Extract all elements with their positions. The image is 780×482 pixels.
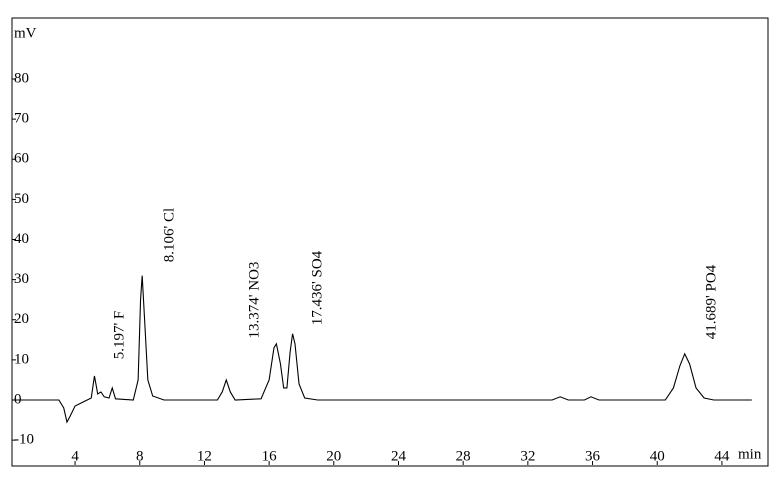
y-tick-label: 20 — [14, 311, 29, 327]
x-tick-label: 16 — [262, 448, 278, 464]
y-tick-label: 30 — [14, 271, 29, 287]
peak-label: 13.374' NO3 — [246, 262, 262, 339]
x-tick-label: 4 — [71, 448, 79, 464]
y-tick-label: 70 — [14, 111, 29, 127]
peak-label: 17.436' SO4 — [309, 250, 325, 325]
y-tick-label: 40 — [14, 231, 29, 247]
y-tick-label: 0 — [14, 391, 22, 407]
x-tick-label: 40 — [650, 448, 665, 464]
y-tick-label: 60 — [14, 151, 29, 167]
x-tick-label: 32 — [520, 448, 535, 464]
y-tick-label: 50 — [14, 191, 29, 207]
y-tick-label: -10 — [14, 432, 34, 448]
peak-label: 8.106' Cl — [161, 208, 177, 262]
x-tick-label: 44 — [714, 448, 730, 464]
y-tick-label: 80 — [14, 70, 29, 86]
y-axis-label: mV — [14, 25, 37, 41]
trace — [12, 275, 752, 424]
peak-label: 5.197' F — [111, 311, 127, 360]
x-tick-label: 20 — [326, 448, 341, 464]
y-tick-label: 10 — [14, 351, 29, 367]
peak-label: 41.689' PO4 — [703, 264, 719, 339]
x-tick-label: 12 — [197, 448, 212, 464]
frame — [11, 17, 769, 467]
x-tick-label: 28 — [456, 448, 471, 464]
x-tick-label: 36 — [585, 448, 601, 464]
x-tick-label: 24 — [391, 448, 407, 464]
x-tick-label: 8 — [136, 448, 144, 464]
x-axis-label: min — [738, 446, 762, 462]
